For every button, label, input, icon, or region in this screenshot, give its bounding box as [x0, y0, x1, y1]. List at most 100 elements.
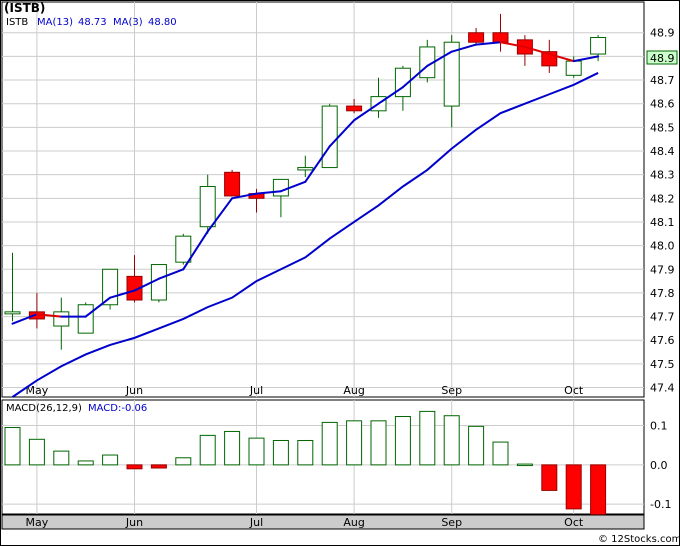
candle-body — [4, 311, 21, 315]
legend-ma13-value: 48.73 — [78, 17, 107, 28]
chart-title: (ISTB) — [4, 1, 45, 15]
candle — [590, 35, 607, 62]
bottom-x-label: Jul — [249, 516, 263, 529]
bottom-x-label: Oct — [564, 516, 584, 529]
ma3-segment — [450, 43, 478, 53]
price-x-label: Aug — [343, 384, 364, 397]
bottom-x-label: Sep — [441, 516, 462, 529]
candle-body — [297, 167, 314, 171]
candle-body — [272, 178, 289, 197]
candle — [443, 35, 460, 128]
legend-ma3-value: 48.80 — [148, 17, 177, 28]
candle-body — [565, 60, 582, 76]
legend-ticker: ISTB — [6, 17, 28, 28]
price-x-label: Jul — [249, 384, 263, 397]
macd-tick-label: 0.0 — [650, 459, 668, 472]
candle — [4, 252, 21, 322]
price-tick-label: 48.7 — [650, 74, 675, 87]
candle-body — [77, 304, 94, 334]
candle — [150, 264, 167, 303]
macd-bar — [346, 420, 363, 466]
candle-body — [53, 311, 70, 327]
price-x-label: May — [26, 384, 49, 397]
ma3-segment — [572, 55, 600, 63]
bottom-x-label: May — [26, 516, 49, 529]
macd-bar — [77, 460, 94, 466]
price-tick-label: 47.4 — [650, 382, 675, 395]
price-tick-label: 48.5 — [650, 121, 675, 134]
macd-bar — [590, 464, 607, 517]
price-x-label: Jun — [125, 384, 143, 397]
price-tick-label: 47.8 — [650, 287, 675, 300]
watermark: © 12Stocks.com — [598, 534, 680, 545]
candle — [102, 268, 119, 310]
candle — [175, 233, 192, 265]
ma3-segment — [109, 289, 136, 299]
macd-bar — [199, 434, 216, 466]
macd-bar — [370, 420, 387, 466]
macd-bars — [4, 410, 607, 517]
price-tick-label: 48.2 — [650, 192, 675, 205]
macd-axis-labels: 0.1 0.0 -0.1 — [650, 420, 671, 512]
price-tick-label: 48.4 — [650, 145, 675, 158]
candle-body — [224, 171, 241, 197]
candle-body — [346, 105, 363, 112]
ma3-segment — [206, 197, 234, 233]
price-x-label: Oct — [564, 384, 584, 397]
price-tick-label: 47.5 — [650, 358, 675, 371]
ma3-segment — [304, 145, 331, 183]
macd-bar — [565, 464, 582, 510]
ma3-segment — [35, 313, 63, 318]
candle — [224, 169, 241, 197]
ma3-segment — [255, 190, 282, 195]
macd-bar — [468, 425, 485, 466]
price-tick-label: 48.9 — [650, 27, 675, 40]
candle — [297, 155, 314, 178]
macd-bar — [492, 441, 509, 466]
price-tick-label: 47.7 — [650, 311, 675, 324]
price-grid — [2, 2, 644, 397]
macd-bar — [272, 439, 289, 466]
candle — [199, 174, 216, 234]
macd-panel-frame — [1, 399, 645, 515]
candle-body — [102, 268, 119, 306]
ma3-segment — [426, 50, 453, 67]
price-legend: ISTB MA(13) 48.73 MA(3) 48.80 — [6, 17, 177, 28]
macd-bar — [175, 457, 192, 466]
macd-bar — [28, 438, 45, 466]
macd-panel: 0.1 0.0 -0.1 MACD(26,12,9) MACD:-0.06 — [1, 399, 671, 517]
macd-bar — [419, 410, 436, 466]
ma3-segment — [231, 192, 258, 200]
candle-body — [175, 235, 192, 263]
ma3-segment — [377, 86, 404, 105]
macd-bar — [516, 463, 533, 467]
price-tick-label: 48.6 — [650, 98, 675, 111]
macd-bar — [4, 427, 21, 466]
price-x-labels: May Jun Jul Aug Sep Oct — [26, 384, 584, 397]
macd-bar — [443, 415, 460, 466]
macd-bar — [248, 437, 265, 466]
price-tag-label: 48.9 — [650, 52, 675, 65]
ma3-segment — [523, 45, 551, 56]
price-tick-label: 48.3 — [650, 169, 675, 182]
ma3-segment — [11, 313, 38, 325]
macd-bar — [297, 439, 314, 466]
candle-body — [492, 32, 509, 43]
legend-ma13-label: MA(13) — [37, 17, 73, 28]
macd-bar — [102, 454, 119, 466]
price-tag-box — [646, 50, 678, 65]
macd-bar — [150, 464, 167, 469]
macd-bar — [394, 416, 411, 466]
ma3-segment — [401, 64, 429, 89]
ma3-segment — [182, 230, 209, 271]
price-axis-labels: 47.4 47.5 47.6 47.7 47.8 47.9 48.0 48.1 48.2 48.3… — [650, 27, 675, 395]
ma3-segment — [548, 53, 575, 63]
candle-body — [126, 275, 143, 301]
ma3-segment — [475, 41, 502, 46]
bottom-x-label: Aug — [343, 516, 364, 529]
ma3-segment — [84, 296, 112, 318]
price-tick-label: 47.6 — [650, 334, 675, 347]
bottom-axis-strip — [1, 514, 645, 530]
macd-tick-label: 0.1 — [650, 420, 668, 433]
